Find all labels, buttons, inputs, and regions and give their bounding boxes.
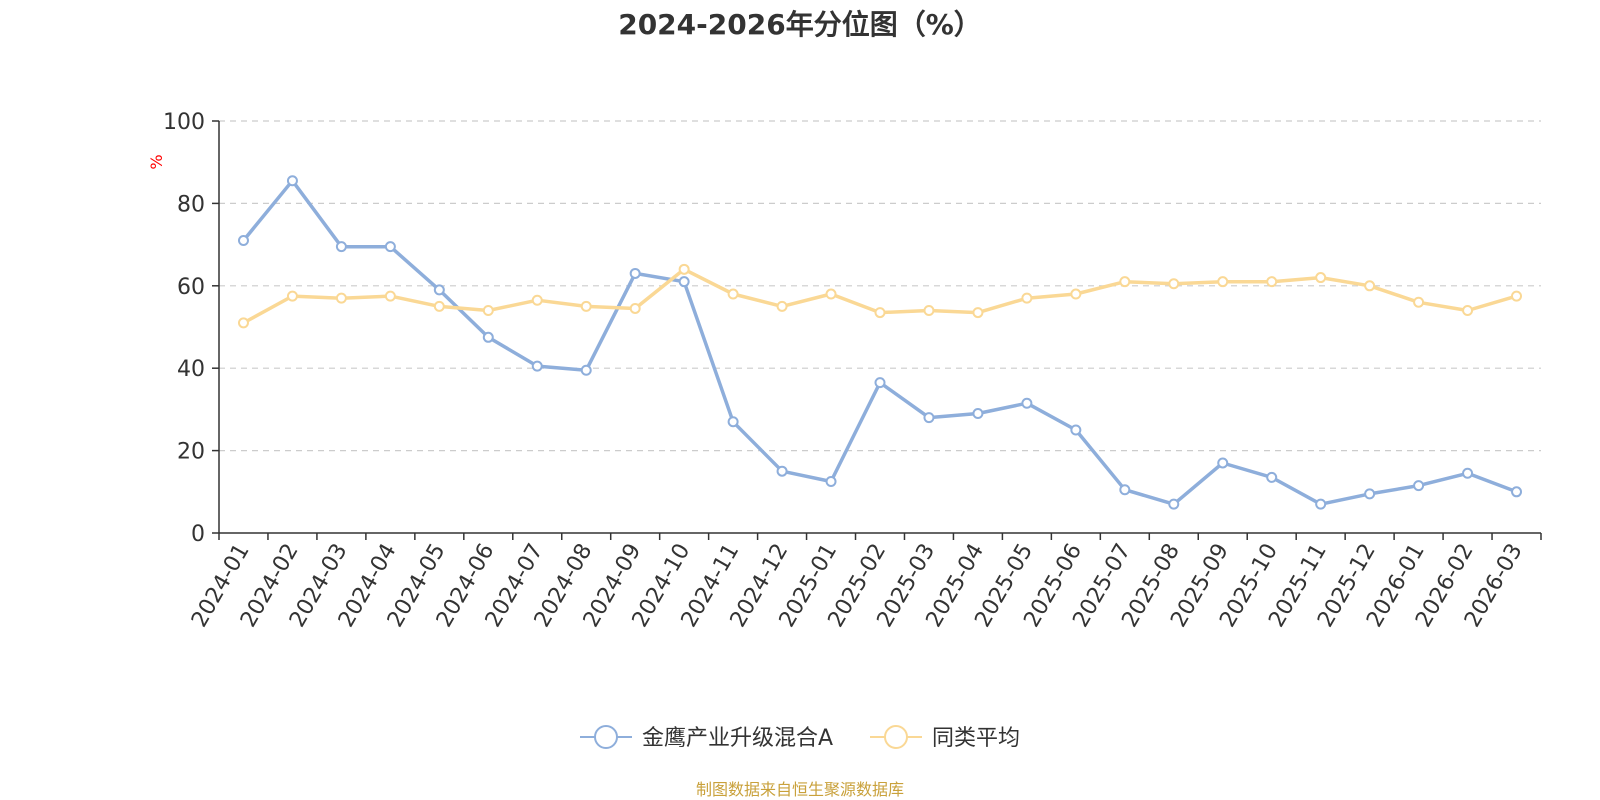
data-point[interactable] xyxy=(1168,498,1180,510)
data-point[interactable] xyxy=(384,290,396,302)
grid-lines xyxy=(219,120,1541,452)
x-ticks: 2024-012024-022024-032024-042024-052024-… xyxy=(187,533,1542,632)
data-point[interactable] xyxy=(629,267,641,279)
data-point[interactable] xyxy=(776,300,788,312)
axes xyxy=(218,121,1541,534)
y-tick-label: 60 xyxy=(177,275,205,300)
legend-marker-icon xyxy=(594,725,618,749)
data-point[interactable] xyxy=(678,276,690,288)
data-point[interactable] xyxy=(482,305,494,317)
data-point[interactable] xyxy=(1217,276,1229,288)
data-point[interactable] xyxy=(1266,276,1278,288)
data-point[interactable] xyxy=(433,300,445,312)
y-tick-label: 0 xyxy=(191,522,205,547)
data-point[interactable] xyxy=(1315,272,1327,284)
series-line xyxy=(242,178,1518,506)
legend-marker-icon xyxy=(884,725,908,749)
y-tick-label: 80 xyxy=(177,192,205,217)
legend[interactable]: 金鹰产业升级混合A 同类平均 xyxy=(580,725,1020,751)
data-point[interactable] xyxy=(776,465,788,477)
chart-title: 2024-2026年分位图（%） xyxy=(618,8,982,41)
data-point[interactable] xyxy=(1070,288,1082,300)
data-point[interactable] xyxy=(286,175,298,187)
data-point[interactable] xyxy=(433,284,445,296)
data-point[interactable] xyxy=(874,307,886,319)
y-tick-label: 40 xyxy=(177,357,205,382)
data-point[interactable] xyxy=(531,360,543,372)
legend-label: 同类平均 xyxy=(932,726,1020,751)
legend-label: 金鹰产业升级混合A xyxy=(642,726,833,751)
data-point[interactable] xyxy=(1315,498,1327,510)
data-point[interactable] xyxy=(1266,471,1278,483)
data-point[interactable] xyxy=(482,331,494,343)
data-point[interactable] xyxy=(335,241,347,253)
data-point[interactable] xyxy=(1217,457,1229,469)
data-point[interactable] xyxy=(384,241,396,253)
data-point[interactable] xyxy=(1364,280,1376,292)
y-tick-label: 20 xyxy=(177,440,205,465)
y-ticks: 0 20 40 60 80 100 xyxy=(163,110,219,547)
series-layer xyxy=(237,175,1523,510)
data-point[interactable] xyxy=(1413,480,1425,492)
data-point[interactable] xyxy=(1168,278,1180,290)
series-1 xyxy=(237,175,1523,510)
legend-item[interactable]: 同类平均 xyxy=(870,725,1020,751)
data-point[interactable] xyxy=(678,263,690,275)
data-point[interactable] xyxy=(1511,290,1523,302)
data-point[interactable] xyxy=(972,307,984,319)
data-point[interactable] xyxy=(1119,484,1131,496)
data-point[interactable] xyxy=(923,305,935,317)
data-point[interactable] xyxy=(286,290,298,302)
data-point[interactable] xyxy=(237,317,249,329)
data-point[interactable] xyxy=(1462,467,1474,479)
y-axis-label: % xyxy=(147,154,166,169)
data-point[interactable] xyxy=(1462,305,1474,317)
y-tick-label: 100 xyxy=(163,110,205,135)
data-point[interactable] xyxy=(727,288,739,300)
data-point[interactable] xyxy=(825,288,837,300)
data-point[interactable] xyxy=(580,300,592,312)
data-point[interactable] xyxy=(1119,276,1131,288)
data-point[interactable] xyxy=(825,476,837,487)
data-point[interactable] xyxy=(1021,397,1033,409)
source-note: 制图数据来自恒生聚源数据库 xyxy=(696,780,904,799)
data-point[interactable] xyxy=(1021,292,1033,304)
data-point[interactable] xyxy=(874,377,886,389)
data-point[interactable] xyxy=(727,416,739,428)
data-point[interactable] xyxy=(580,364,592,376)
data-point[interactable] xyxy=(629,302,641,314)
data-point[interactable] xyxy=(1070,424,1082,436)
data-point[interactable] xyxy=(531,294,543,306)
data-point[interactable] xyxy=(1511,486,1523,498)
data-point[interactable] xyxy=(1413,296,1425,308)
series-2 xyxy=(237,263,1523,329)
data-point[interactable] xyxy=(237,234,249,246)
data-point[interactable] xyxy=(1364,488,1376,500)
legend-item[interactable]: 金鹰产业升级混合A xyxy=(580,725,833,751)
data-point[interactable] xyxy=(335,292,347,304)
data-point[interactable] xyxy=(923,412,935,424)
data-point[interactable] xyxy=(972,408,984,420)
